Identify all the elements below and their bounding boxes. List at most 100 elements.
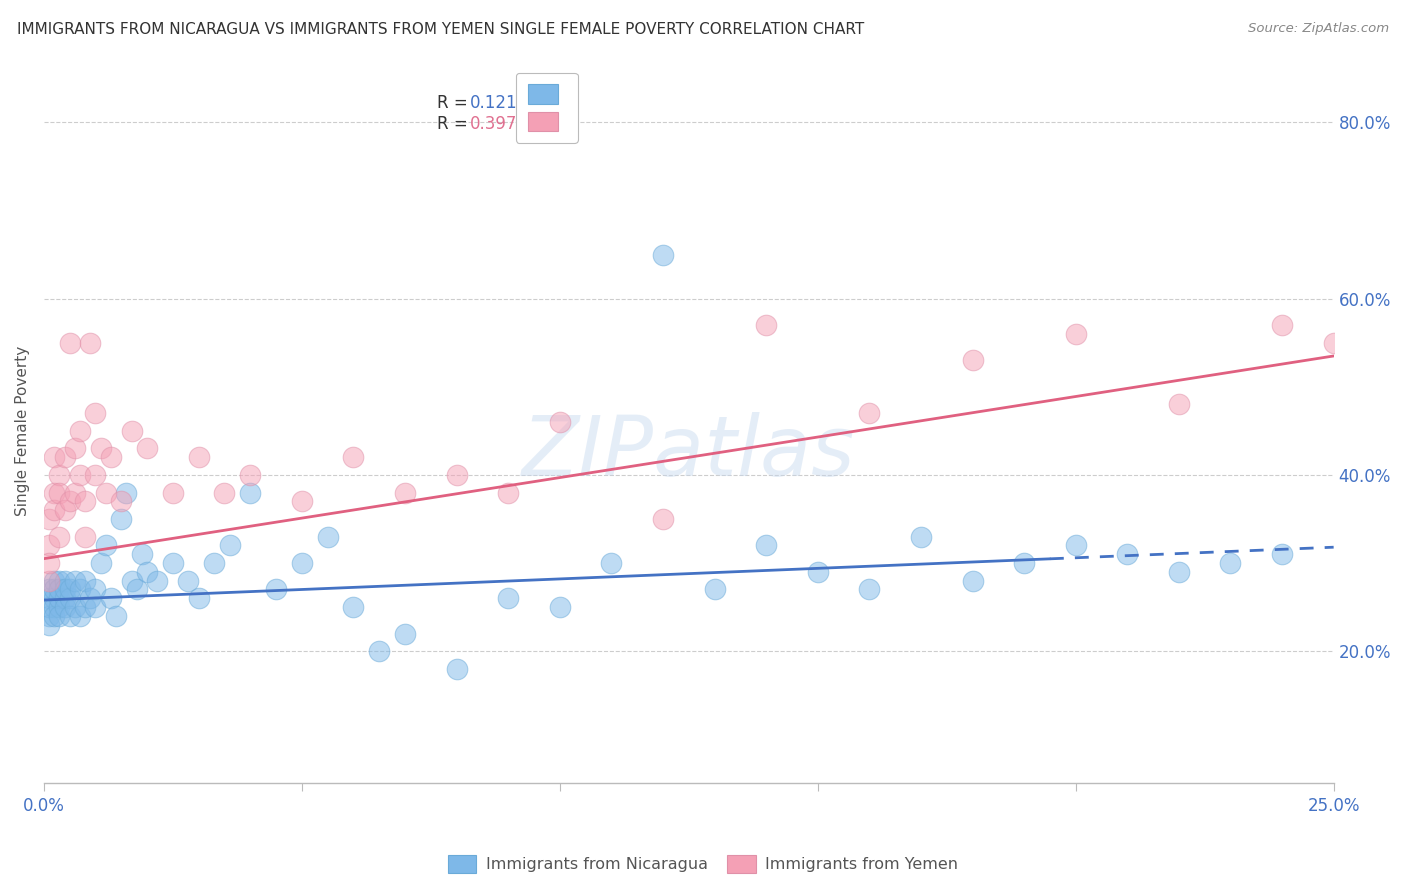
Point xyxy=(48,582,70,597)
Point xyxy=(1323,335,1346,350)
Point xyxy=(44,503,66,517)
Point xyxy=(84,406,107,420)
Point xyxy=(75,600,97,615)
Text: Source: ZipAtlas.com: Source: ZipAtlas.com xyxy=(1249,22,1389,36)
Point xyxy=(214,485,236,500)
Point xyxy=(44,574,66,588)
Point xyxy=(48,530,70,544)
Point xyxy=(121,424,143,438)
Point xyxy=(910,530,932,544)
Point xyxy=(110,512,132,526)
Point xyxy=(600,556,623,570)
Point xyxy=(1167,565,1189,579)
Point xyxy=(38,538,60,552)
Point xyxy=(69,582,91,597)
Point xyxy=(703,582,725,597)
Point xyxy=(69,609,91,624)
Text: ZIPatlas: ZIPatlas xyxy=(522,411,856,492)
Point xyxy=(79,591,101,606)
Point xyxy=(187,450,209,465)
Point xyxy=(53,450,76,465)
Point xyxy=(187,591,209,606)
Point xyxy=(59,335,82,350)
Point xyxy=(63,442,86,456)
Point xyxy=(59,591,82,606)
Point xyxy=(53,591,76,606)
Point xyxy=(38,512,60,526)
Legend: , : , xyxy=(516,72,578,143)
Point xyxy=(496,485,519,500)
Point xyxy=(342,450,364,465)
Point xyxy=(218,538,240,552)
Point xyxy=(177,574,200,588)
Point xyxy=(1167,397,1189,411)
Point xyxy=(110,494,132,508)
Point xyxy=(48,467,70,482)
Point xyxy=(548,600,571,615)
Point xyxy=(63,574,86,588)
Point xyxy=(79,335,101,350)
Point xyxy=(162,485,184,500)
Point xyxy=(44,600,66,615)
Point xyxy=(69,467,91,482)
Point xyxy=(38,556,60,570)
Point xyxy=(121,574,143,588)
Point xyxy=(75,494,97,508)
Text: R =: R = xyxy=(437,115,474,133)
Point xyxy=(115,485,138,500)
Point xyxy=(90,442,112,456)
Text: 47: 47 xyxy=(544,115,565,133)
Point xyxy=(755,318,778,332)
Point xyxy=(59,494,82,508)
Point xyxy=(38,591,60,606)
Point xyxy=(44,582,66,597)
Text: 71: 71 xyxy=(544,94,565,112)
Point xyxy=(548,415,571,429)
Point xyxy=(755,538,778,552)
Point xyxy=(48,609,70,624)
Point xyxy=(131,547,153,561)
Point xyxy=(94,538,117,552)
Point xyxy=(496,591,519,606)
Text: N =: N = xyxy=(508,115,555,133)
Point xyxy=(239,485,262,500)
Point xyxy=(291,556,314,570)
Point xyxy=(38,609,60,624)
Point xyxy=(394,485,416,500)
Point xyxy=(38,574,60,588)
Point xyxy=(94,485,117,500)
Point xyxy=(1064,326,1087,341)
Point xyxy=(342,600,364,615)
Point xyxy=(858,582,880,597)
Point xyxy=(146,574,169,588)
Point xyxy=(1271,318,1294,332)
Point xyxy=(84,467,107,482)
Point xyxy=(100,591,122,606)
Point xyxy=(44,591,66,606)
Text: 0.121: 0.121 xyxy=(470,94,517,112)
Point xyxy=(136,565,159,579)
Point xyxy=(75,574,97,588)
Point xyxy=(264,582,287,597)
Point xyxy=(84,600,107,615)
Point xyxy=(48,485,70,500)
Point xyxy=(962,353,984,368)
Text: IMMIGRANTS FROM NICARAGUA VS IMMIGRANTS FROM YEMEN SINGLE FEMALE POVERTY CORRELA: IMMIGRANTS FROM NICARAGUA VS IMMIGRANTS … xyxy=(17,22,865,37)
Point xyxy=(44,450,66,465)
Point xyxy=(48,591,70,606)
Point xyxy=(446,467,468,482)
Point xyxy=(125,582,148,597)
Point xyxy=(53,503,76,517)
Point xyxy=(394,626,416,640)
Point xyxy=(63,600,86,615)
Text: N =: N = xyxy=(508,94,555,112)
Point xyxy=(136,442,159,456)
Point xyxy=(446,662,468,676)
Point xyxy=(44,485,66,500)
Point xyxy=(105,609,128,624)
Point xyxy=(1064,538,1087,552)
Point xyxy=(59,582,82,597)
Point xyxy=(316,530,339,544)
Text: 0.397: 0.397 xyxy=(470,115,517,133)
Point xyxy=(53,574,76,588)
